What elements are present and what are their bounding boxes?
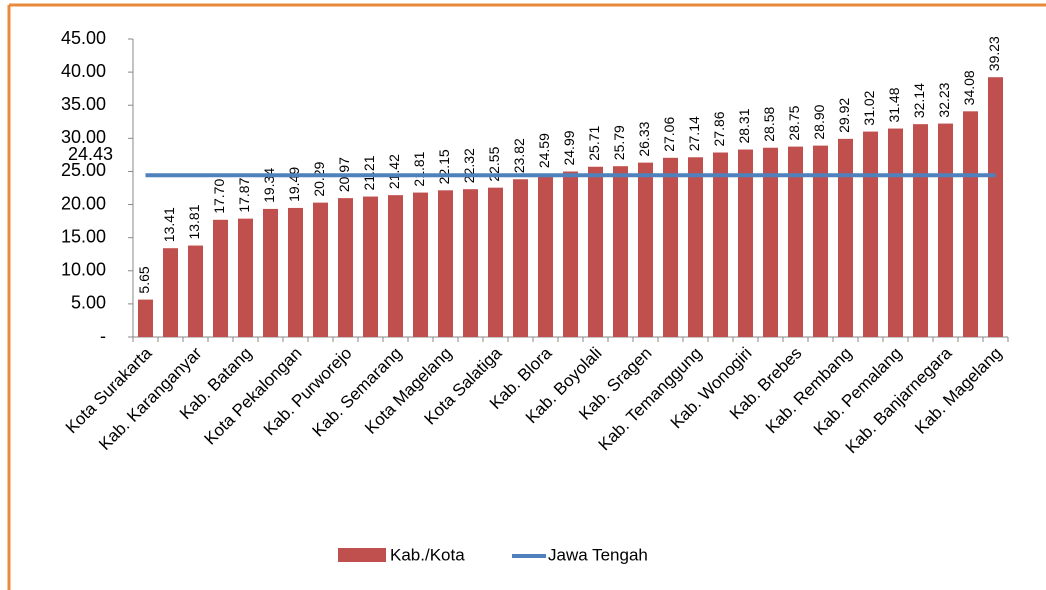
bar	[263, 208, 278, 337]
x-tick-label: Kota Surakarta	[62, 343, 156, 437]
bar	[663, 157, 678, 337]
value-label: 27.14	[686, 116, 702, 151]
x-tick-label: Kab. Pemalang	[810, 344, 906, 440]
bar	[688, 157, 703, 337]
y-tick-label: 15.00	[61, 226, 106, 246]
value-label: 20.29	[311, 161, 327, 196]
bar	[313, 202, 328, 337]
value-label: 25.79	[611, 125, 627, 160]
value-label: 31.48	[886, 87, 902, 122]
value-label: 22.15	[436, 149, 452, 184]
value-label: 19.34	[261, 168, 277, 203]
legend-swatch	[338, 548, 386, 562]
x-tick-label: Kab. Magelang	[911, 344, 1005, 438]
y-tick-label: 10.00	[61, 260, 106, 280]
bar	[738, 149, 753, 337]
value-label: 32.14	[911, 83, 927, 118]
value-label: 21.81	[411, 151, 427, 186]
y-tick-label: -	[100, 326, 106, 346]
bar	[188, 245, 203, 337]
value-label: 28.31	[736, 108, 752, 143]
value-label: 5.65	[136, 266, 152, 293]
value-label: 13.81	[186, 204, 202, 239]
bar	[163, 248, 178, 337]
bar	[963, 111, 978, 337]
reference-label: 24.43	[68, 144, 113, 164]
value-label: 34.08	[961, 70, 977, 105]
bar	[138, 299, 153, 337]
value-label: 28.58	[761, 106, 777, 141]
x-tick-label: Kab. Rembang	[762, 344, 856, 438]
bar	[938, 123, 953, 337]
bar	[213, 219, 228, 337]
bar	[913, 124, 928, 338]
value-label: 25.71	[586, 125, 602, 160]
value-label: 21.21	[361, 155, 377, 190]
bar	[813, 145, 828, 337]
bar	[388, 195, 403, 337]
legend-label: Kab./Kota	[390, 545, 465, 564]
value-label: 21.42	[386, 154, 402, 189]
value-label: 29.92	[836, 98, 852, 133]
bar	[363, 196, 378, 337]
value-label: 17.87	[236, 177, 252, 212]
value-label: 19.49	[286, 167, 302, 202]
bar	[463, 189, 478, 337]
bar	[438, 190, 453, 337]
x-tick-label: Kab. Semarang	[309, 344, 406, 441]
value-label: 17.70	[211, 179, 227, 214]
legend-label: Jawa Tengah	[548, 545, 648, 564]
bar	[888, 128, 903, 337]
y-tick-label: 30.00	[61, 127, 106, 147]
bar	[513, 179, 528, 337]
y-tick-label: 20.00	[61, 193, 106, 213]
bar	[613, 166, 628, 337]
value-label: 23.82	[511, 138, 527, 173]
bar	[788, 146, 803, 337]
bar	[763, 147, 778, 337]
y-tick-label: 5.00	[71, 293, 106, 313]
value-label: 22.32	[461, 148, 477, 183]
value-label: 28.90	[811, 104, 827, 139]
bar	[288, 207, 303, 337]
value-label: 13.41	[161, 207, 177, 242]
y-tick-label: 25.00	[61, 160, 106, 180]
bar	[988, 77, 1003, 338]
value-label: 31.02	[861, 90, 877, 125]
bar	[413, 192, 428, 337]
bar	[338, 198, 353, 337]
bar	[538, 174, 553, 337]
value-label: 22.55	[486, 146, 502, 181]
value-label: 39.23	[986, 36, 1002, 71]
value-label: 27.06	[661, 117, 677, 152]
y-tick-label: 35.00	[61, 94, 106, 114]
value-label: 24.99	[561, 130, 577, 165]
bar	[863, 131, 878, 337]
x-tick-label: Kota Magelang	[361, 344, 455, 438]
bar	[238, 218, 253, 337]
x-tick-label: Kab. Purworejo	[260, 344, 356, 440]
value-label: 32.23	[936, 82, 952, 117]
value-label: 28.75	[786, 105, 802, 140]
value-label: 24.59	[536, 133, 552, 168]
value-label: 27.86	[711, 111, 727, 146]
y-tick-label: 45.00	[61, 28, 106, 48]
bar	[713, 152, 728, 337]
bar	[638, 162, 653, 337]
y-tick-label: 40.00	[61, 61, 106, 81]
bar	[563, 171, 578, 337]
bar	[838, 138, 853, 337]
value-label: 26.33	[636, 121, 652, 156]
bar	[488, 187, 503, 337]
bar	[588, 166, 603, 337]
